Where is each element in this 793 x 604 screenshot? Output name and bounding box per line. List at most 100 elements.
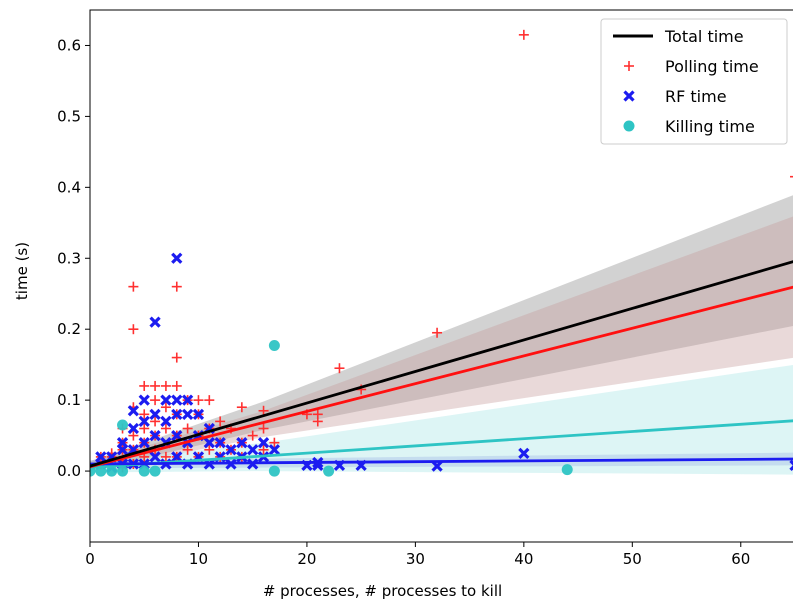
polling-point [150, 416, 161, 427]
rf-point [247, 444, 259, 456]
legend-swatch [623, 90, 635, 102]
polling-point [139, 409, 150, 420]
polling-point [236, 402, 247, 413]
rf-point [127, 422, 140, 435]
polling-point [258, 423, 269, 434]
polling-point [160, 380, 171, 391]
x-axis-label: # processes, # processes to kill [263, 582, 502, 600]
polling-point [204, 395, 215, 406]
rf-point [149, 451, 161, 463]
killing-point [149, 465, 161, 477]
x-tick-label: 50 [623, 550, 642, 568]
polling-point [334, 363, 345, 374]
polling-point [182, 423, 193, 434]
rf-point [268, 444, 281, 456]
y-tick-label: 0.2 [57, 320, 81, 338]
x-tick-label: 10 [189, 550, 208, 568]
polling-point [204, 444, 215, 455]
x-tick-label: 0 [85, 550, 95, 568]
regression-line-0 [90, 260, 793, 468]
legend: Total time Polling time RF time Killing tim… [600, 18, 788, 145]
x-axis-ticks: 0 10 20 30 40 50 60 [85, 542, 750, 568]
killing-point [268, 340, 280, 352]
y-tick-label: 0.6 [57, 36, 81, 54]
polling-point [128, 281, 139, 292]
legend-swatch [623, 120, 635, 132]
rf-point [518, 447, 530, 459]
legend-box [600, 18, 788, 145]
x-tick-label: 40 [514, 550, 533, 568]
rf-point [431, 460, 443, 472]
rf-point [160, 394, 172, 406]
y-tick-label: 0.4 [57, 178, 81, 196]
polling-point [258, 444, 269, 455]
y-tick-label: 0.5 [57, 107, 81, 125]
polling-point [182, 444, 193, 455]
rf-point [171, 451, 183, 463]
rf-point [225, 444, 237, 456]
regression-line-3 [90, 419, 793, 469]
killing-point [323, 465, 335, 477]
killing-point [117, 419, 129, 431]
plot-frame [89, 9, 793, 543]
polling-point [247, 430, 258, 441]
rf-point [95, 451, 107, 463]
rf-point [138, 394, 150, 406]
killing-point [117, 465, 129, 477]
polling-point [312, 409, 323, 420]
y-tick-label: 0.3 [57, 249, 81, 267]
polling-point [171, 352, 182, 363]
rf-point [203, 437, 215, 449]
y-tick-label: 0.0 [57, 462, 81, 480]
killing-point [561, 464, 573, 476]
y-axis-ticks: 0.0 0.1 0.2 0.3 0.4 0.5 0.6 [57, 36, 90, 480]
x-tick-label: 20 [297, 550, 316, 568]
polling-point [215, 416, 226, 427]
legend-label: RF time [665, 87, 727, 106]
polling-point [171, 281, 182, 292]
rf-point [192, 408, 205, 420]
rf-point [149, 408, 161, 420]
x-tick-label: 30 [406, 550, 425, 568]
polling-point [128, 324, 139, 335]
x-tick-label: 60 [731, 550, 750, 568]
polling-point [269, 437, 280, 448]
rf-point [171, 394, 183, 406]
polling-point [150, 395, 161, 406]
legend-label: Polling time [665, 57, 759, 76]
rf-point [138, 437, 150, 449]
polling-point [160, 402, 171, 413]
killing-point [106, 465, 118, 477]
polling-point [139, 380, 150, 391]
rf-point [138, 415, 150, 428]
rf-point [171, 408, 183, 420]
rf-point [149, 429, 161, 442]
rf-point [116, 437, 129, 449]
rf-point [789, 459, 793, 472]
legend-label: Total time [664, 27, 744, 46]
polling-point [193, 395, 204, 406]
rf-point [171, 252, 183, 264]
polling-point [128, 430, 139, 441]
polling-point [160, 451, 171, 462]
rf-point [127, 405, 140, 417]
polling-point [790, 175, 793, 178]
rf-point [257, 437, 270, 449]
band-3 [90, 364, 793, 475]
regression-line-2 [90, 457, 793, 466]
legend-label: Killing time [665, 117, 755, 136]
legend-swatch [624, 61, 634, 71]
rf-point [181, 408, 194, 420]
rf-point [214, 437, 226, 449]
polling-point [171, 380, 182, 391]
rf-point [149, 316, 161, 328]
y-axis-label: time (s) [13, 242, 31, 300]
polling-point [432, 327, 443, 338]
polling-point [139, 423, 150, 434]
killing-point [268, 465, 280, 477]
polling-point [518, 29, 529, 40]
rf-point [181, 394, 194, 406]
polling-point [160, 423, 171, 434]
y-tick-label: 0.1 [57, 391, 81, 409]
